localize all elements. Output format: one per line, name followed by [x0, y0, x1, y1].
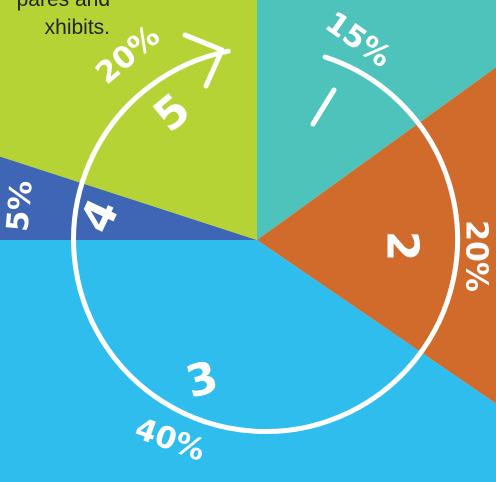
cycle-ring-arc [71, 48, 461, 435]
cycle-ring [71, 32, 461, 435]
segment-1-bar [310, 87, 337, 127]
segment-2-number: 2 [377, 231, 428, 262]
wedge-segment-1 [257, 0, 496, 240]
wedge-segment-4 [0, 156, 257, 240]
intro-line-1: pares and [0, 0, 110, 14]
segment-2-percent: 20% [459, 220, 494, 292]
intro-line-2: xhibits. [44, 16, 110, 39]
wedge-segment-3 [0, 240, 496, 482]
circular-arrow-icon [182, 32, 225, 89]
segment-4-percent: 5% [0, 179, 39, 233]
intro-text: pares and xhibits. [0, 0, 110, 42]
